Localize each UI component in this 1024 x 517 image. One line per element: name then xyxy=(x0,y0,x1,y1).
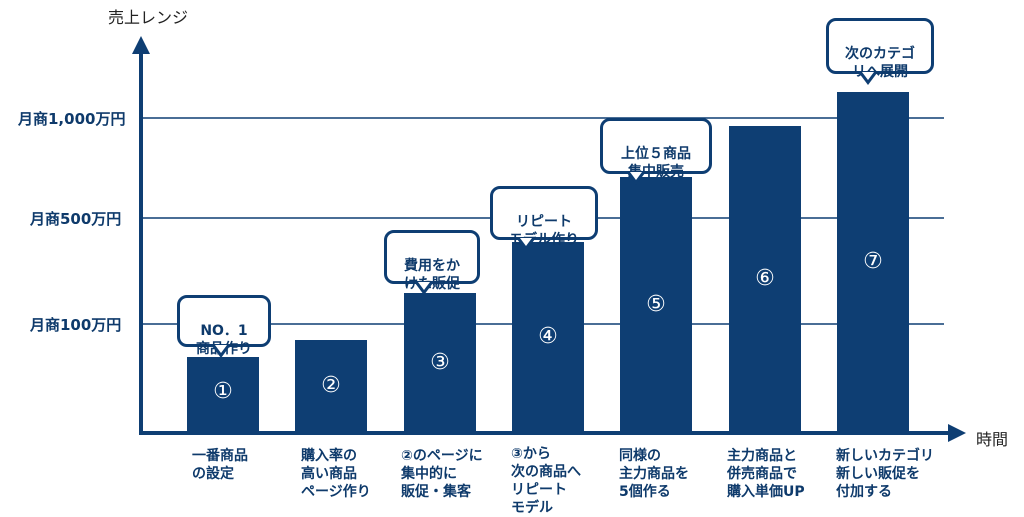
step-number: ③ xyxy=(430,350,450,375)
step-bar: ④ xyxy=(512,242,584,432)
step-description: 同様の 主力商品を 5個作る xyxy=(619,448,689,500)
callout-text: NO．1 商品作り xyxy=(196,323,252,357)
step-number: ① xyxy=(213,379,233,404)
y-level-label: 月商100万円 xyxy=(30,316,122,334)
x-axis-title: 時間 xyxy=(976,430,1009,449)
step-number: ⑤ xyxy=(646,292,666,317)
step-bar: ⑤ xyxy=(620,177,692,432)
callout-bubble: NO．1 商品作り xyxy=(177,295,271,358)
step-bar: ① xyxy=(187,357,259,432)
callout-bubble: 次のカテゴ リへ展開 xyxy=(826,18,934,85)
step-description: 主力商品と 併売商品で 購入単価UP xyxy=(727,448,805,500)
step-description: 新しいカテゴリ 新しい販促を 付加する xyxy=(836,448,934,500)
y-level-label: 月商500万円 xyxy=(30,210,122,228)
step-bar: ② xyxy=(295,340,367,432)
x-axis-arrow xyxy=(948,424,966,442)
callout-bubble: リピート モデル作り xyxy=(490,186,598,251)
step-number: ⑥ xyxy=(755,266,775,291)
y-axis-title: 売上レンジ xyxy=(108,8,189,27)
y-level-label: 月商1,000万円 xyxy=(18,110,126,128)
step-description: 一番商品 の設定 xyxy=(192,448,248,482)
callout-bubble: 上位５商品 集中販売 xyxy=(600,118,712,185)
step-number: ② xyxy=(321,373,341,398)
step-bar: ⑦ xyxy=(837,92,909,432)
callout-bubble: 費用をか けた販促 xyxy=(384,230,480,295)
step-bar: ③ xyxy=(404,293,476,432)
callout-text: 次のカテゴ リへ展開 xyxy=(845,46,915,80)
y-axis-arrow xyxy=(132,36,150,54)
step-number: ④ xyxy=(538,324,558,349)
step-bar: ⑥ xyxy=(729,126,801,432)
step-description: 購入率の 高い商品 ページ作り xyxy=(301,448,371,500)
step-description: ②のページに 集中的に 販促・集客 xyxy=(401,448,483,500)
step-number: ⑦ xyxy=(863,249,883,274)
step-description: ③から 次の商品へ リピート モデル xyxy=(511,446,581,516)
